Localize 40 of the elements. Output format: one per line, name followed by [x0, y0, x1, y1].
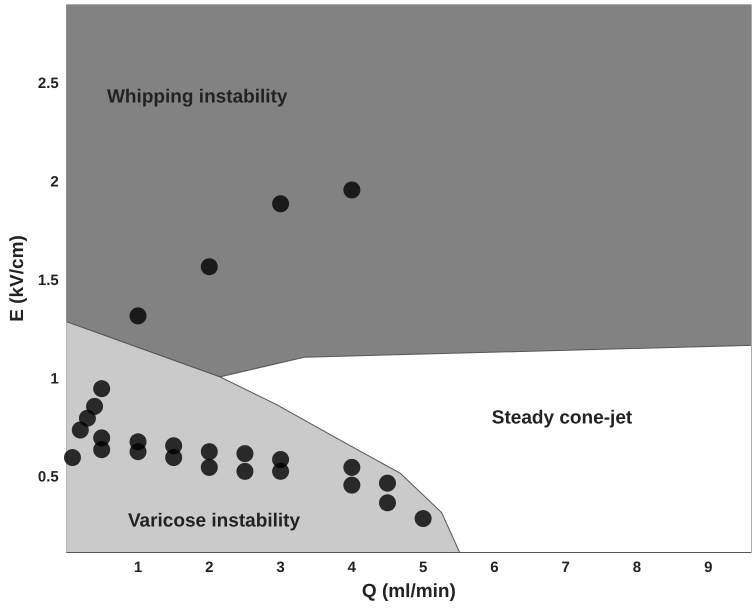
x-tick-label: 9 [704, 559, 712, 576]
y-tick-label: 1 [50, 370, 59, 388]
y-axis-title: E (kV/cm) [7, 235, 28, 322]
annotation: Varicose instability [128, 510, 300, 532]
point [343, 181, 360, 198]
point [414, 510, 432, 528]
point [165, 449, 182, 466]
point [272, 462, 290, 480]
point [93, 380, 110, 398]
point [200, 443, 218, 460]
point [86, 398, 104, 415]
x-tick-label: 2 [205, 559, 214, 576]
point [200, 458, 218, 476]
point [236, 462, 254, 480]
x-tick-label: 6 [490, 559, 499, 576]
point [272, 195, 290, 212]
y-tick-label: 2 [50, 174, 59, 191]
point [64, 449, 81, 466]
x-tick-label: 4 [348, 559, 357, 576]
x-tick-label: 3 [276, 559, 285, 576]
y-tick-label: 2.5 [38, 75, 59, 92]
annotation: Steady cone-jet [492, 408, 633, 428]
point [236, 445, 254, 462]
point [130, 307, 147, 324]
point [72, 422, 89, 438]
y-tick-label: 0.5 [38, 468, 59, 486]
point [93, 441, 110, 458]
point [200, 258, 218, 276]
annotation: Whipping instability [107, 86, 288, 108]
x-tick-label: 8 [632, 559, 642, 576]
point [343, 476, 360, 494]
y-tick-label: 1.5 [38, 272, 59, 289]
point [379, 474, 396, 492]
x-tick-label: 5 [418, 559, 428, 576]
x-tick-label: 1 [134, 559, 142, 576]
x-axis-title: Q (ml/min) [362, 581, 456, 602]
x-tick-label: 7 [562, 559, 570, 576]
point [130, 443, 147, 460]
point [343, 458, 360, 476]
point [379, 494, 396, 512]
